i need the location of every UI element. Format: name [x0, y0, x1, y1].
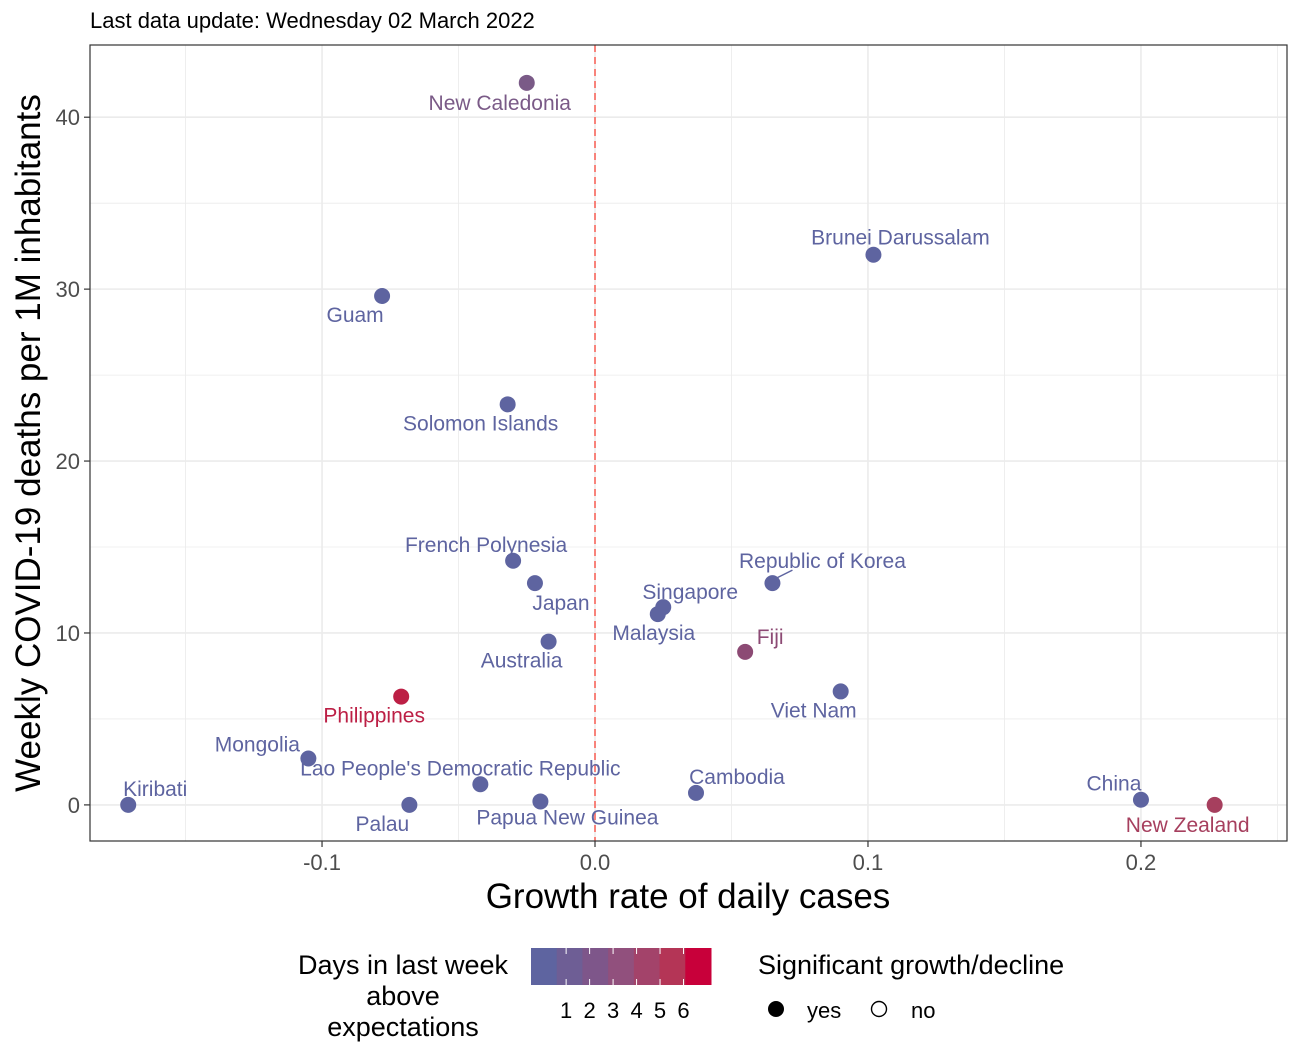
y-axis-ticks: 0 10 20 30 40 — [56, 105, 90, 818]
y-tick-label: 10 — [56, 621, 80, 646]
color-legend-swatch — [582, 948, 609, 985]
point-label: Palau — [356, 813, 410, 836]
point-mongolia — [300, 750, 317, 767]
point-label: Viet Nam — [771, 699, 857, 722]
point-papua-new-guinea — [532, 793, 549, 810]
point-new-caledonia — [518, 74, 535, 91]
grid-lines — [90, 45, 1287, 841]
point-china — [1132, 791, 1149, 808]
point-label: Philippines — [323, 705, 425, 728]
point-french-polynesia — [505, 552, 522, 569]
x-axis-ticks: -0.1 0.0 0.1 0.2 — [303, 841, 1156, 875]
point-philippines — [393, 688, 410, 705]
point-lao-people-s-democratic-republic — [472, 776, 489, 793]
point-label: Solomon Islands — [403, 412, 558, 435]
x-tick-label: 0.0 — [580, 850, 611, 875]
x-tick-label: 0.1 — [853, 850, 884, 875]
x-axis-label: Growth rate of daily cases — [486, 877, 891, 916]
point-label: Australia — [481, 650, 563, 673]
point-fiji — [737, 643, 754, 660]
color-legend-label: 2 — [583, 998, 595, 1023]
color-legend-title: expectations — [327, 1012, 479, 1042]
shape-legend-filled-circle — [768, 1001, 784, 1017]
point-kiribati — [120, 796, 137, 813]
color-legend-label: 3 — [607, 998, 619, 1023]
color-legend-swatch — [531, 948, 558, 985]
color-legend-swatch — [633, 948, 661, 985]
shape-legend-open-circle — [870, 1000, 888, 1018]
point-label: Papua New Guinea — [476, 806, 658, 829]
point-label: New Caledonia — [429, 92, 572, 115]
point-label: Kiribati — [123, 778, 187, 801]
point-labels: New Caledonia Brunei Darussalam Guam Solomo… — [123, 92, 1249, 837]
point-australia — [540, 633, 557, 650]
color-legend-title: Days in last week — [298, 950, 509, 980]
label-leader-line — [776, 569, 793, 579]
color-legend-swatch — [685, 948, 712, 985]
point-republic-of-korea — [764, 575, 781, 592]
y-tick-label: 30 — [56, 277, 80, 302]
point-label: Guam — [326, 304, 383, 327]
color-legend-label: 4 — [630, 998, 642, 1023]
color-legend-title: above — [366, 981, 440, 1011]
color-legend-label: 1 — [560, 998, 572, 1023]
point-label: Malaysia — [612, 622, 695, 645]
point-solomon-islands — [499, 396, 516, 413]
color-legend-swatch — [608, 948, 635, 985]
y-tick-label: 20 — [56, 449, 80, 474]
shape-legend-title: Significant growth/decline — [758, 950, 1064, 980]
x-tick-label: -0.1 — [303, 850, 341, 875]
y-axis-label: Weekly COVID-19 deaths per 1M inhabitant… — [9, 94, 48, 792]
shape-legend-label: no — [911, 998, 935, 1023]
point-japan — [526, 575, 543, 592]
color-legend-label: 6 — [677, 998, 689, 1023]
point-label: French Polynesia — [405, 534, 568, 557]
point-palau — [401, 796, 418, 813]
point-malaysia — [649, 606, 666, 623]
color-legend-swatch — [659, 948, 686, 985]
point-label: China — [1087, 773, 1142, 796]
chart-title: Last data update: Wednesday 02 March 202… — [90, 8, 535, 33]
point-label: Singapore — [642, 581, 738, 604]
y-tick-label: 40 — [56, 105, 80, 130]
point-label: Fiji — [757, 626, 784, 649]
color-legend-label: 5 — [654, 998, 666, 1023]
point-guam — [374, 288, 391, 305]
data-points — [120, 74, 1223, 813]
point-cambodia — [688, 784, 705, 801]
point-label: Republic of Korea — [739, 550, 906, 573]
point-label: Cambodia — [689, 766, 785, 789]
x-tick-label: 0.2 — [1126, 850, 1157, 875]
point-label: Lao People's Democratic Republic — [300, 757, 620, 780]
point-label: Japan — [532, 592, 589, 615]
point-label: Brunei Darussalam — [811, 227, 990, 250]
color-legend-swatch — [556, 948, 583, 985]
point-new-zealand — [1206, 796, 1223, 813]
shape-legend-label: yes — [807, 998, 841, 1023]
y-tick-label: 0 — [68, 793, 80, 818]
point-label: New Zealand — [1126, 814, 1250, 837]
point-label: Mongolia — [215, 733, 301, 756]
plot-panel-border — [89, 44, 1288, 842]
point-brunei-darussalam — [865, 246, 882, 263]
point-viet-nam — [832, 683, 849, 700]
shape-legend: Significant growth/decline yes no — [758, 950, 1064, 1023]
